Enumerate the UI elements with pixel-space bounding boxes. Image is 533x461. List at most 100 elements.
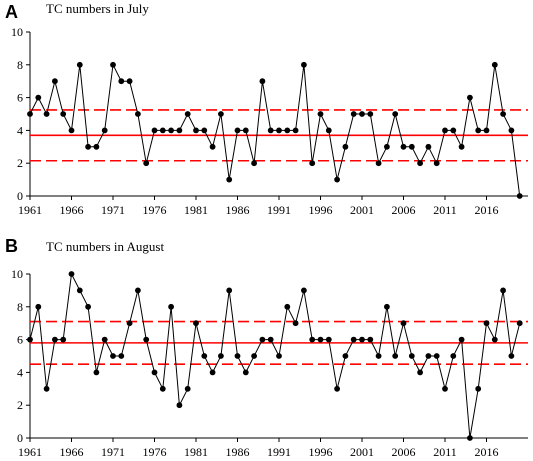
data-point xyxy=(60,336,67,343)
y-tick-label: 4 xyxy=(17,123,23,137)
data-point xyxy=(93,369,100,376)
y-tick-label: 8 xyxy=(17,58,23,72)
data-point xyxy=(491,61,498,68)
data-point xyxy=(209,143,216,150)
data-point xyxy=(359,111,365,117)
data-point xyxy=(251,353,257,359)
data-point xyxy=(143,160,150,167)
data-point xyxy=(135,287,141,294)
panel-july: A TC numbers in July 0 2 4 6 8 10 1961 1966 1971… xyxy=(5,1,528,217)
data-point xyxy=(309,336,316,343)
data-point xyxy=(110,353,116,359)
data-point xyxy=(467,435,473,441)
data-point xyxy=(433,353,440,359)
data-point xyxy=(425,143,432,150)
data-point xyxy=(85,303,91,310)
data-point xyxy=(218,111,224,117)
data-point xyxy=(218,353,224,359)
data-point xyxy=(350,336,357,343)
data-point xyxy=(384,303,390,310)
data-point xyxy=(359,336,365,343)
data-point xyxy=(417,160,423,167)
x-tick-label: 1966 xyxy=(60,203,84,217)
data-point xyxy=(101,336,108,343)
data-point xyxy=(301,61,307,68)
data-point xyxy=(234,127,241,134)
data-point xyxy=(408,143,415,150)
data-point xyxy=(242,369,249,376)
chart-title: TC numbers in July xyxy=(46,1,149,16)
x-tick-label: 1981 xyxy=(184,445,208,459)
data-point xyxy=(483,320,490,327)
y-tick-label: 6 xyxy=(17,91,23,105)
y-tick-label: 0 xyxy=(17,189,23,203)
x-tick-label: 1981 xyxy=(184,203,208,217)
data-point xyxy=(193,127,199,134)
data-point xyxy=(43,111,50,117)
data-point xyxy=(251,160,257,167)
data-point xyxy=(309,160,316,167)
data-point xyxy=(317,336,324,343)
data-point xyxy=(458,143,465,150)
data-point xyxy=(118,353,125,359)
data-point xyxy=(101,127,108,134)
data-point xyxy=(259,78,266,85)
data-point xyxy=(35,94,42,101)
data-point xyxy=(325,127,332,134)
y-tick-label: 0 xyxy=(17,431,23,445)
data-point xyxy=(442,385,448,392)
data-point xyxy=(450,127,457,134)
data-point xyxy=(350,111,357,117)
data-point xyxy=(85,143,91,150)
data-point xyxy=(367,336,374,343)
data-point xyxy=(516,193,523,199)
data-point xyxy=(159,385,166,392)
data-point xyxy=(201,127,208,134)
data-point xyxy=(184,111,191,117)
data-point xyxy=(392,353,399,359)
data-point xyxy=(508,127,515,134)
data-point xyxy=(267,336,274,343)
series-line xyxy=(29,63,521,197)
data-point xyxy=(68,127,75,134)
y-tick-label: 4 xyxy=(17,365,23,379)
data-point xyxy=(284,127,291,134)
data-point xyxy=(168,303,175,310)
panel-label: B xyxy=(5,236,18,256)
data-point xyxy=(27,336,33,343)
data-point xyxy=(76,61,83,68)
data-point xyxy=(317,111,324,117)
data-point xyxy=(68,271,75,277)
data-point xyxy=(516,320,523,327)
data-point xyxy=(392,111,399,117)
data-point xyxy=(483,127,490,134)
x-tick-label: 1991 xyxy=(267,203,291,217)
data-point xyxy=(425,353,432,359)
x-tick-label: 1996 xyxy=(309,445,333,459)
x-tick-label: 1961 xyxy=(18,203,42,217)
data-point xyxy=(209,369,216,376)
y-tick-label: 8 xyxy=(17,300,23,314)
x-tick-label: 2001 xyxy=(350,203,374,217)
data-point xyxy=(375,353,382,359)
y-tick-label: 10 xyxy=(11,25,23,39)
data-point xyxy=(242,127,249,134)
data-point xyxy=(234,353,241,359)
data-point xyxy=(226,287,233,294)
x-tick-label: 2016 xyxy=(475,445,499,459)
data-point xyxy=(176,127,183,134)
data-point xyxy=(259,336,266,343)
data-point xyxy=(226,176,233,183)
data-point xyxy=(93,143,100,150)
data-point xyxy=(417,369,423,376)
x-tick-label: 2016 xyxy=(475,203,499,217)
data-point xyxy=(467,94,473,101)
data-point xyxy=(176,402,183,409)
series-line xyxy=(29,272,521,439)
data-point xyxy=(126,320,133,327)
data-point xyxy=(491,336,498,343)
data-point xyxy=(35,303,42,310)
data-point xyxy=(450,353,457,359)
data-point xyxy=(500,111,506,117)
